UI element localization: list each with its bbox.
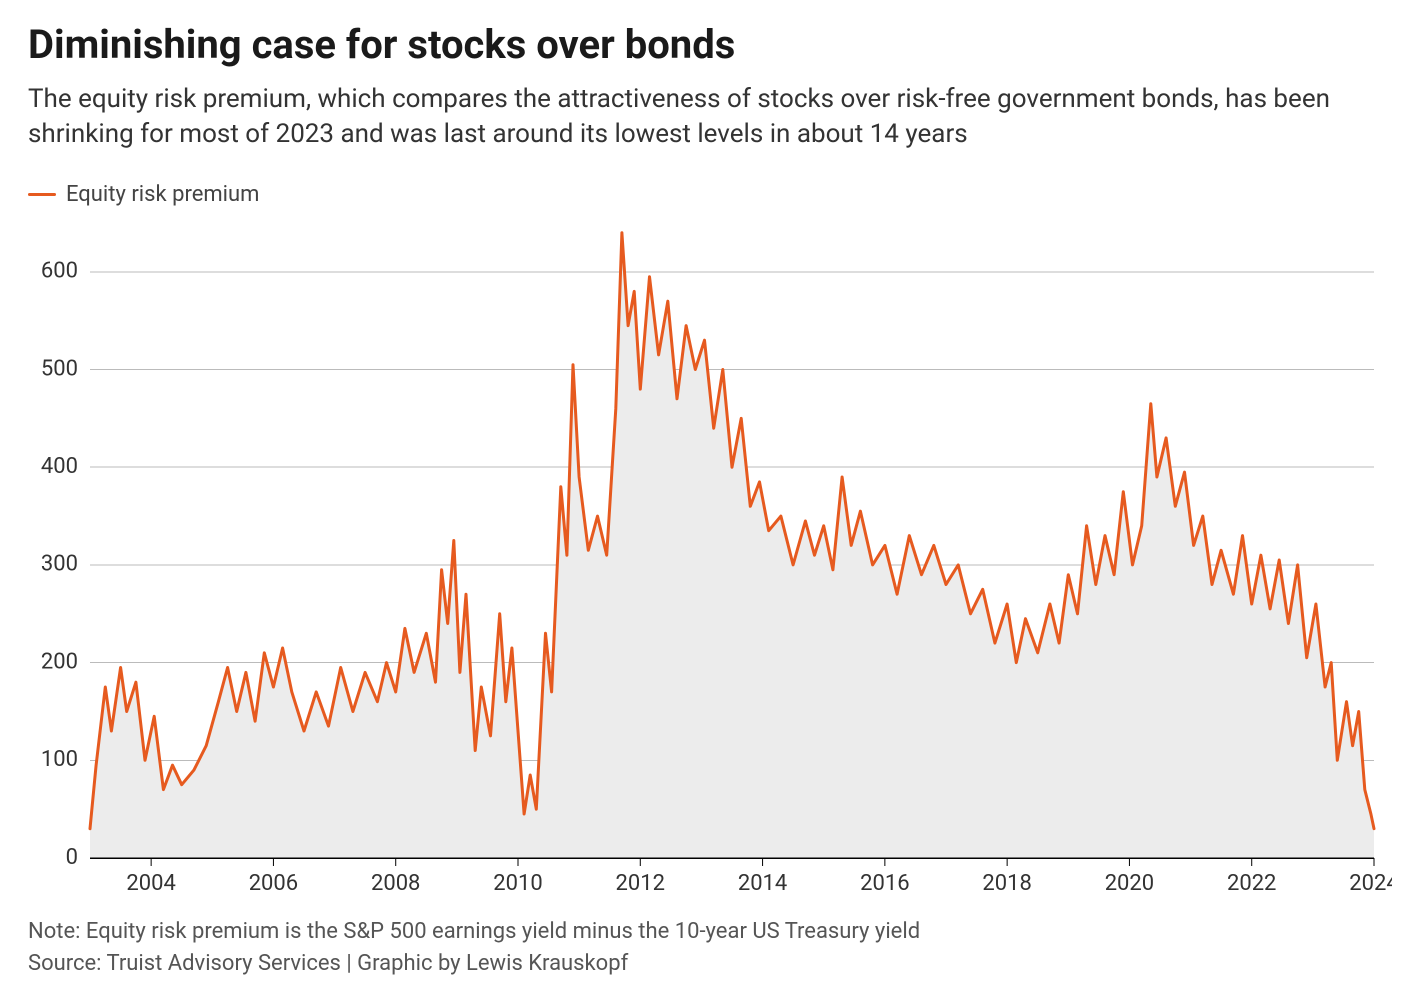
chart-subtitle: The equity risk premium, which compares … (28, 82, 1392, 152)
legend: Equity risk premium (28, 182, 1392, 207)
svg-text:2004: 2004 (126, 871, 175, 896)
chart-source: Source: Truist Advisory Services | Graph… (28, 948, 1392, 980)
chart-area: 0 100 200 300 400 500 600 2004 2006 2008 2010 2012 2… (28, 213, 1392, 900)
svg-text:2020: 2020 (1105, 871, 1154, 896)
svg-text:2008: 2008 (371, 871, 420, 896)
svg-text:100: 100 (41, 747, 78, 772)
svg-text:600: 600 (41, 259, 78, 284)
legend-swatch (28, 193, 56, 196)
chart-note: Note: Equity risk premium is the S&P 500… (28, 916, 1392, 948)
chart-title: Diminishing case for stocks over bonds (28, 22, 1392, 68)
chart-svg: 0 100 200 300 400 500 600 2004 2006 2008 2010 2012 2… (28, 213, 1392, 900)
svg-text:2014: 2014 (738, 871, 787, 896)
svg-text:2018: 2018 (982, 871, 1031, 896)
svg-text:2012: 2012 (616, 871, 665, 896)
svg-text:2022: 2022 (1227, 871, 1276, 896)
svg-text:2024: 2024 (1349, 871, 1392, 896)
svg-text:0: 0 (66, 845, 78, 870)
svg-text:2006: 2006 (249, 871, 298, 896)
svg-text:300: 300 (41, 552, 78, 577)
svg-text:500: 500 (41, 357, 78, 382)
svg-text:400: 400 (41, 454, 78, 479)
chart-footer: Note: Equity risk premium is the S&P 500… (28, 916, 1392, 980)
svg-text:2010: 2010 (493, 871, 542, 896)
svg-text:200: 200 (41, 650, 78, 675)
legend-label: Equity risk premium (66, 182, 259, 207)
svg-text:2016: 2016 (860, 871, 909, 896)
